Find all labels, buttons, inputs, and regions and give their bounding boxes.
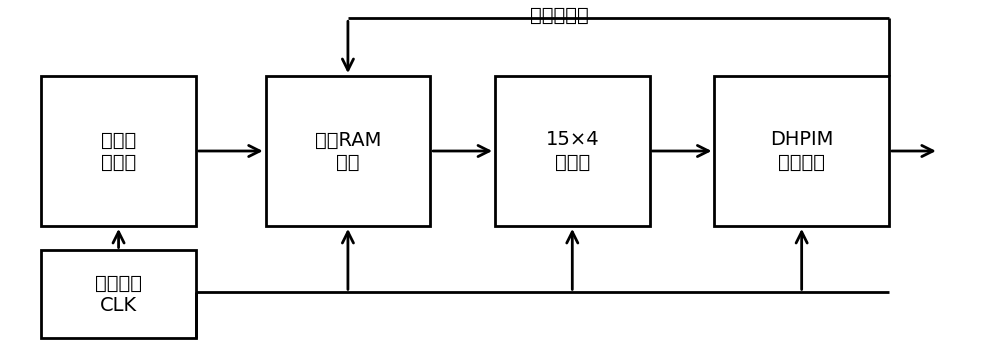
Text: 双口RAM
模块: 双口RAM 模块 (315, 131, 381, 172)
Text: 15×4
缓存器: 15×4 缓存器 (545, 131, 599, 172)
Bar (41, 250, 196, 338)
Text: DHPIM
调制模块: DHPIM 调制模块 (770, 131, 833, 172)
Bar (714, 76, 889, 226)
Text: 读控制信号: 读控制信号 (530, 6, 589, 25)
Text: 时钟信号
CLK: 时钟信号 CLK (95, 274, 142, 315)
Bar (495, 76, 650, 226)
Bar (266, 76, 430, 226)
Text: 比特序
列信源: 比特序 列信源 (101, 131, 136, 172)
Bar (41, 76, 196, 226)
